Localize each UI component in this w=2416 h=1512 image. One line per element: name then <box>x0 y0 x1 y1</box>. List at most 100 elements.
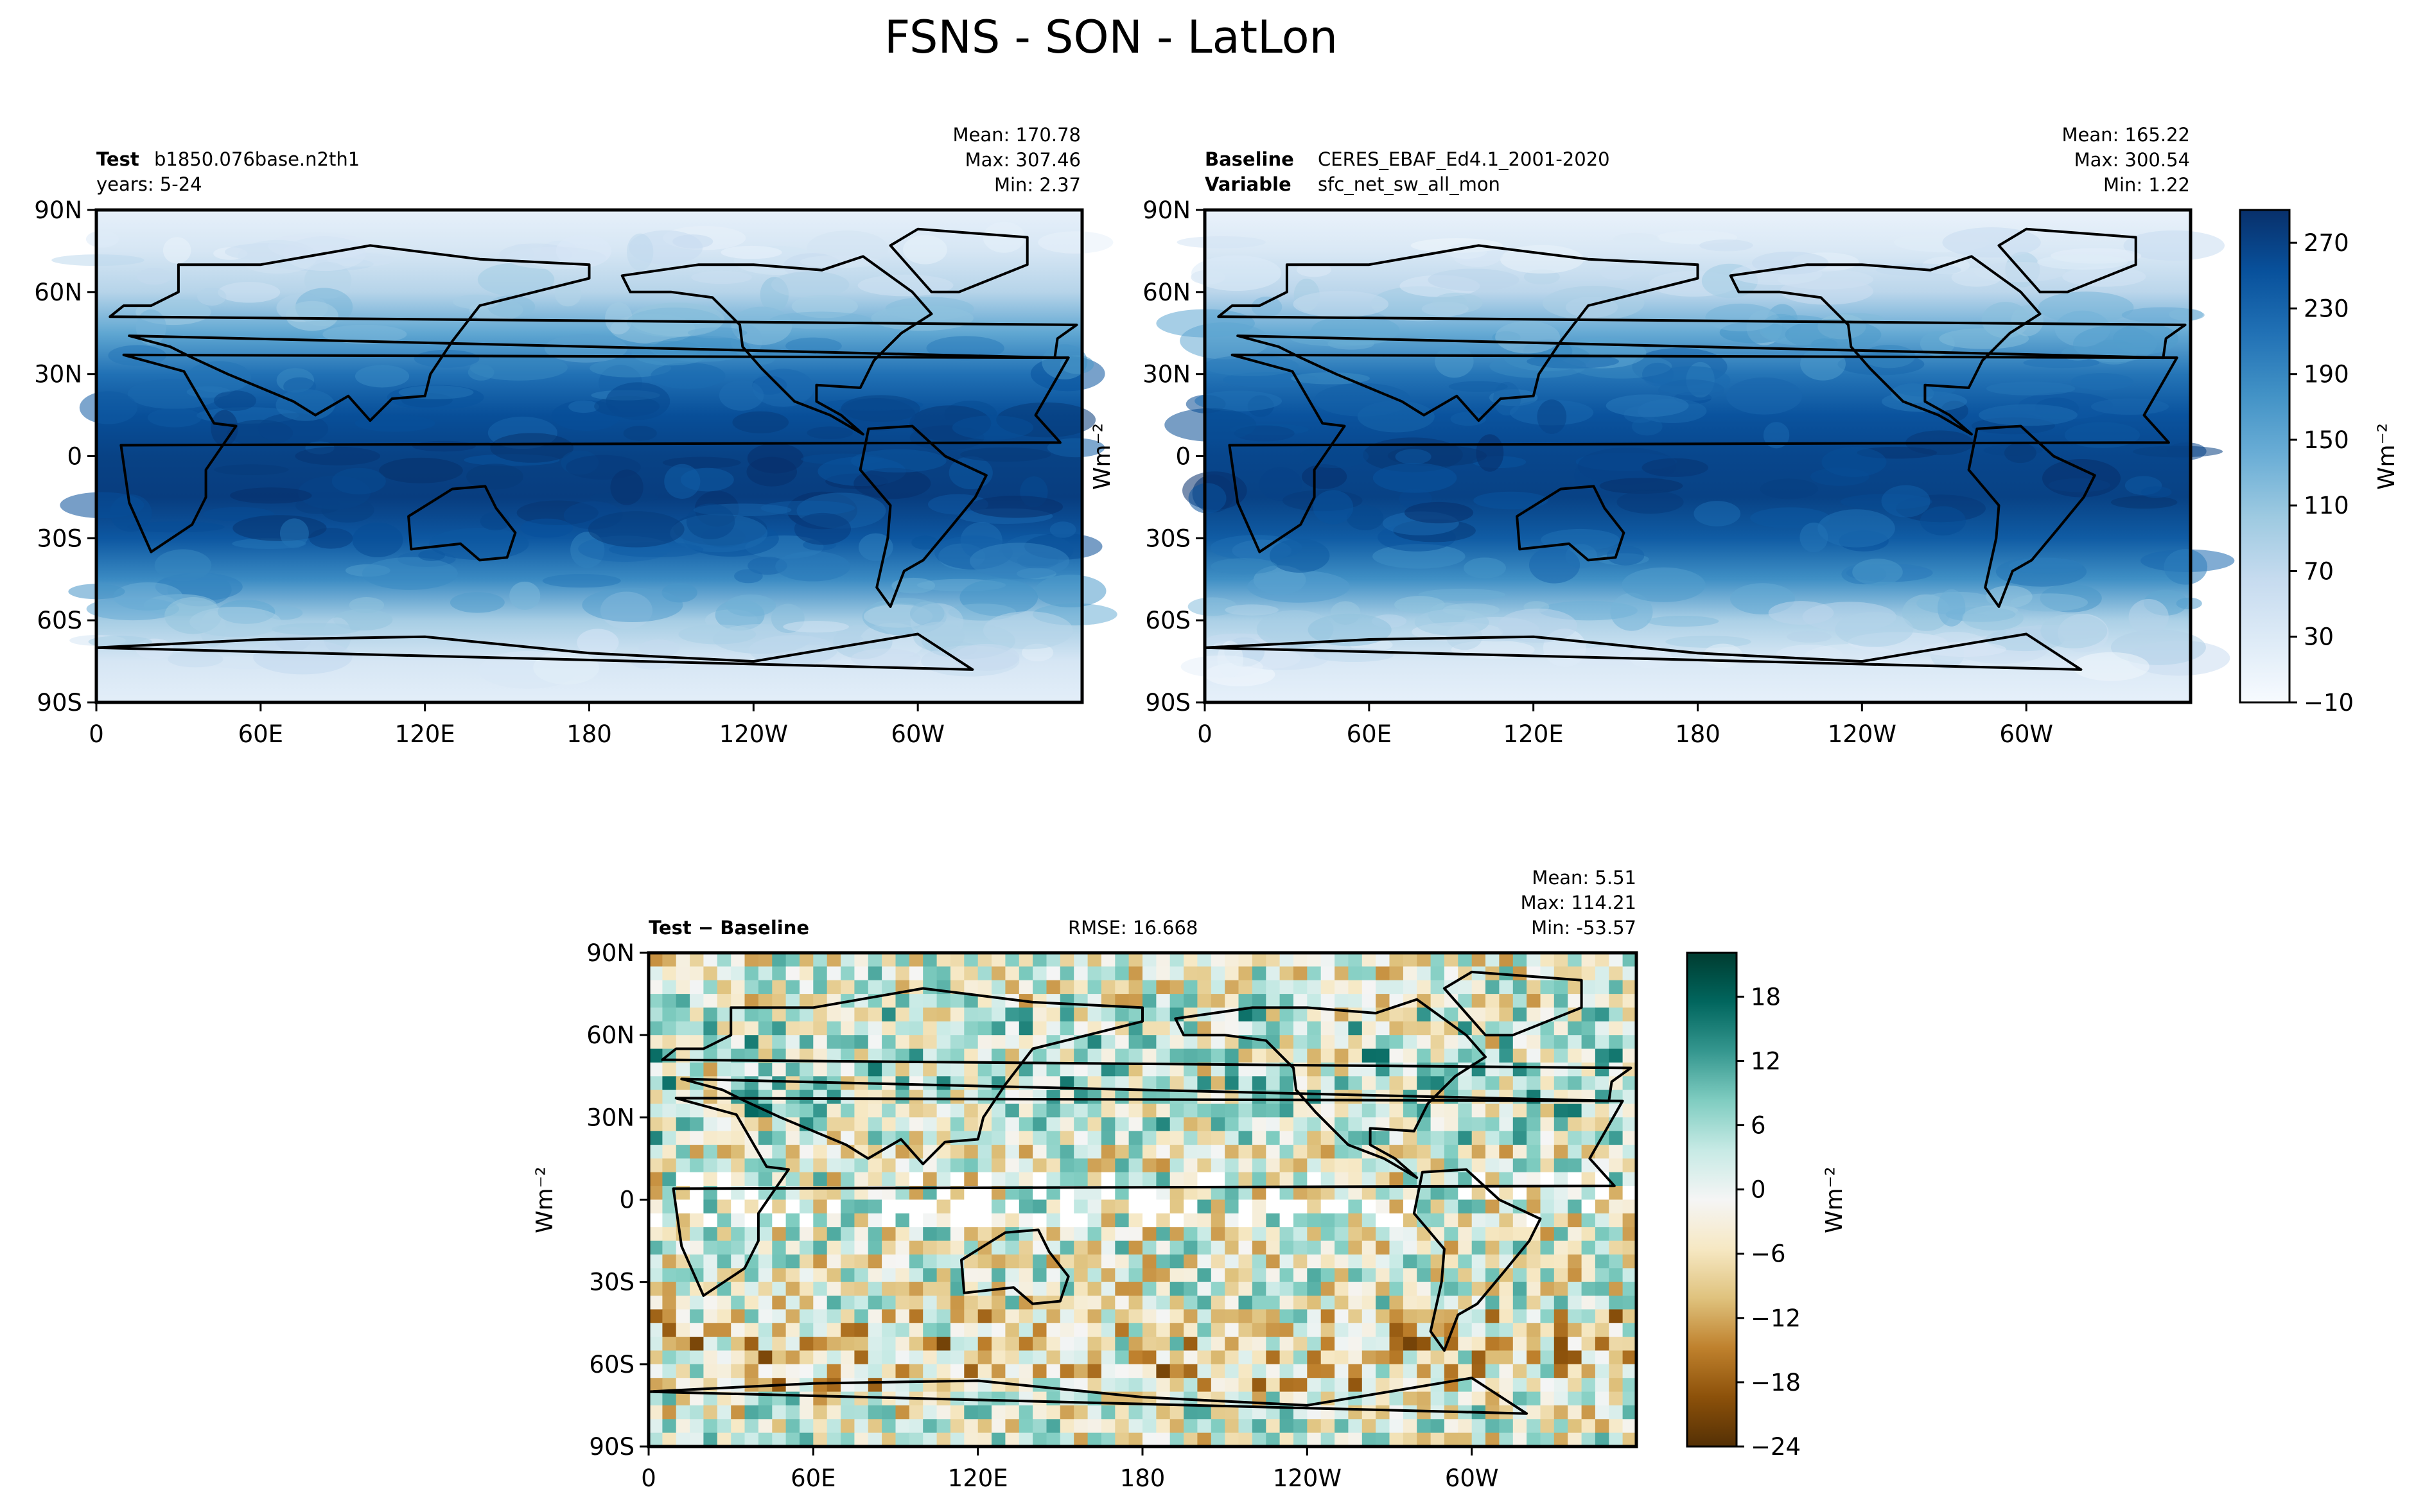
diff-cell <box>977 980 992 995</box>
diff-cell <box>1019 1104 1033 1118</box>
diff-cell <box>1430 1035 1445 1050</box>
diff-cell <box>1568 1419 1582 1434</box>
diff-cell <box>1197 966 1212 981</box>
diff-cell <box>690 1391 705 1406</box>
diff-cell <box>1430 1213 1445 1228</box>
diff-cell <box>744 1309 759 1324</box>
diff-cell <box>895 1323 910 1337</box>
diff-cell <box>992 966 1006 981</box>
diff-cell <box>909 1035 924 1050</box>
field-cell <box>1187 597 1238 616</box>
field-cell <box>2140 486 2172 498</box>
diff-cell <box>1211 1104 1225 1118</box>
diff-cell <box>1485 1104 1500 1118</box>
diff-cell <box>950 1296 965 1310</box>
diff-cell <box>1622 953 1637 967</box>
diff-cell <box>923 1048 938 1063</box>
diff-cell <box>1361 1405 1376 1420</box>
diff-cell <box>841 1378 855 1393</box>
diff-cell <box>827 980 841 995</box>
diff-cell <box>1471 1254 1486 1269</box>
diff-cell <box>1184 1035 1198 1050</box>
diff-cell <box>1101 1350 1116 1365</box>
diff-cell <box>1540 994 1555 1009</box>
diff-cell <box>1417 1282 1431 1296</box>
diff-cell <box>1252 1309 1266 1324</box>
diff-cell <box>1279 1309 1294 1324</box>
diff-cell <box>1128 1378 1143 1393</box>
diff-cell <box>1609 953 1624 967</box>
field-cell <box>903 235 947 265</box>
diff-cell <box>1156 1378 1171 1393</box>
diff-cell <box>1238 1282 1253 1296</box>
diff-cell <box>895 1282 910 1296</box>
diff-cell <box>882 1035 897 1050</box>
diff-cell <box>1307 1145 1322 1160</box>
diff-cell <box>1046 1104 1061 1118</box>
diff-cell <box>854 1186 869 1201</box>
field-cell <box>79 391 137 424</box>
diff-cell <box>1293 1391 1308 1406</box>
diff-cell <box>1266 1323 1281 1337</box>
diff-cell <box>744 1035 759 1050</box>
field-cell <box>85 230 119 248</box>
diff-cell <box>1266 994 1281 1009</box>
diff-cell <box>1348 1337 1363 1351</box>
diff-cell <box>703 1364 718 1378</box>
field-cell <box>1541 528 1620 551</box>
diff-cell <box>1197 1282 1212 1296</box>
diff-cell <box>1471 1145 1486 1160</box>
diff-cell <box>1087 1268 1102 1283</box>
diff-cell <box>1293 1035 1308 1050</box>
diff-cell <box>1348 1419 1363 1434</box>
diff-cell <box>731 953 746 967</box>
diff-cell <box>1376 1048 1390 1063</box>
diff-cell <box>1101 1104 1116 1118</box>
diff-cell <box>744 1062 759 1077</box>
field-cell <box>2110 496 2178 509</box>
coastline <box>407 485 517 562</box>
diff-cell <box>1225 1296 1239 1310</box>
diff-cell <box>1101 1213 1116 1228</box>
colorbar-tick-label: −12 <box>1751 1305 1801 1332</box>
field-cell <box>1314 383 1411 417</box>
diff-cell <box>1622 1007 1637 1022</box>
diff-cell <box>744 1378 759 1393</box>
diff-cell <box>649 980 663 995</box>
diff-cell <box>1005 1186 1020 1201</box>
diff-cell <box>1156 1282 1171 1296</box>
diff-cell <box>1417 994 1431 1009</box>
diff-cell <box>1211 1309 1225 1324</box>
diff-cell <box>1609 980 1624 995</box>
diff-cell <box>649 1419 663 1434</box>
diff-cell <box>1609 1199 1624 1214</box>
diff-cell <box>1335 1213 1349 1228</box>
diff-cell <box>854 1419 869 1434</box>
diff-cell <box>1444 994 1458 1009</box>
diff-cell <box>1279 1350 1294 1365</box>
field-cell <box>752 369 814 407</box>
diff-cell <box>1266 1268 1281 1283</box>
diff-cell <box>1389 1323 1404 1337</box>
diff-cell <box>1403 1076 1417 1091</box>
diff-cell <box>1389 966 1404 981</box>
diff-cell <box>1335 1350 1349 1365</box>
diff-cell <box>1142 1131 1157 1145</box>
diff-cell <box>909 1254 924 1269</box>
diff-cell <box>992 1268 1006 1283</box>
diff-cell <box>1444 1145 1458 1160</box>
diff-cell <box>977 1323 992 1337</box>
diff-cell <box>1169 1158 1184 1173</box>
diff-cell <box>1033 1131 1047 1145</box>
diff-cell <box>895 1117 910 1132</box>
field-cell <box>271 623 361 636</box>
diff-cell <box>1609 1323 1624 1337</box>
diff-cell <box>1184 1048 1198 1063</box>
diff-cell <box>717 1199 731 1214</box>
diff-cell <box>1169 1378 1184 1393</box>
diff-cell <box>1568 1378 1582 1393</box>
diff-cell <box>1238 966 1253 981</box>
diff-cell <box>992 1104 1006 1118</box>
diff-cell <box>1361 1048 1376 1063</box>
